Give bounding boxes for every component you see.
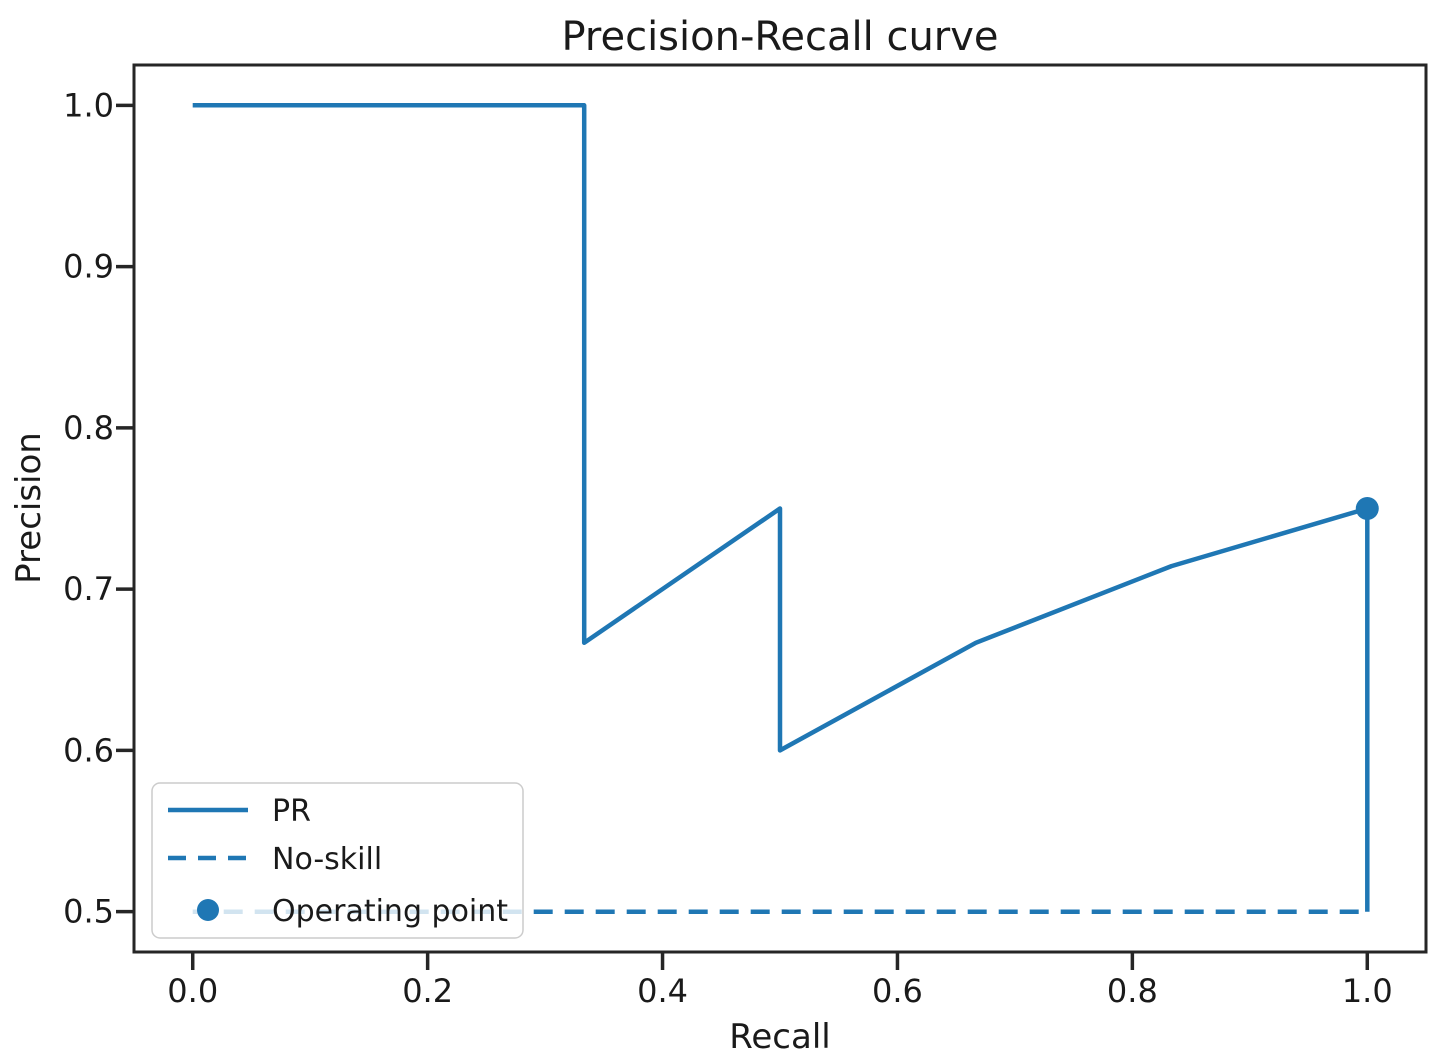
y-axis-label: Precision [9, 432, 49, 584]
x-tick-label: 0.0 [167, 972, 218, 1010]
spines-layer [132, 63, 1428, 954]
x-axis-label: Recall [729, 1017, 830, 1057]
legend-item: PR [168, 794, 311, 829]
y-tick-label: 0.5 [63, 893, 114, 931]
x-tick-label: 0.8 [1107, 972, 1158, 1010]
legend: PR No-skill Operating point [151, 782, 524, 939]
legend-box [151, 782, 524, 939]
y-tick-label: 0.9 [63, 248, 114, 286]
x-tick-label: 0.4 [637, 972, 688, 1010]
legend-item-label: PR [272, 794, 311, 829]
legend-item-label: Operating point [272, 894, 508, 929]
legend-marker-sample [197, 899, 219, 921]
chart-title: Precision-Recall curve [561, 14, 998, 60]
pr-curve-line [192, 103, 1370, 912]
x-tick-label: 0.6 [872, 972, 923, 1010]
plot-border [132, 63, 1428, 954]
operating-point-marker [1355, 497, 1379, 520]
y-tick-label: 1.0 [63, 86, 114, 124]
legend-item: Operating point [197, 894, 508, 929]
y-tick-label: 0.7 [63, 570, 114, 608]
y-tick-label: 0.8 [63, 409, 114, 447]
legend-item-label: No-skill [272, 842, 382, 877]
y-tick-label: 0.6 [63, 731, 114, 769]
x-tick-label: 1.0 [1342, 972, 1393, 1010]
legend-item: No-skill [168, 842, 382, 877]
axes-layer: 0.0 0.2 0.4 0.6 0.8 1.0 0.5 0.6 0.7 0.8 0.9 1.0 [63, 86, 1393, 1010]
x-tick-label: 0.2 [402, 972, 453, 1010]
